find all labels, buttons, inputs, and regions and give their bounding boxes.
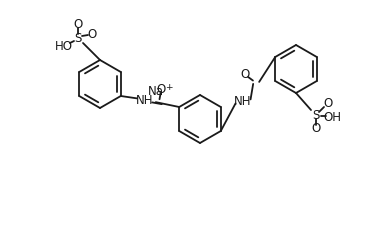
Text: +: + (165, 82, 173, 92)
Text: S: S (312, 109, 320, 121)
Text: O: O (157, 83, 166, 96)
Text: O: O (311, 123, 321, 136)
Text: O: O (88, 27, 96, 40)
Text: O: O (324, 97, 333, 109)
Text: NH: NH (234, 95, 251, 108)
Text: O: O (240, 68, 250, 81)
Text: Na: Na (148, 85, 164, 98)
Text: NH: NH (135, 94, 153, 107)
Text: S: S (74, 32, 82, 44)
Text: HO: HO (55, 39, 73, 53)
Text: OH: OH (323, 110, 341, 124)
Text: O: O (73, 17, 83, 31)
